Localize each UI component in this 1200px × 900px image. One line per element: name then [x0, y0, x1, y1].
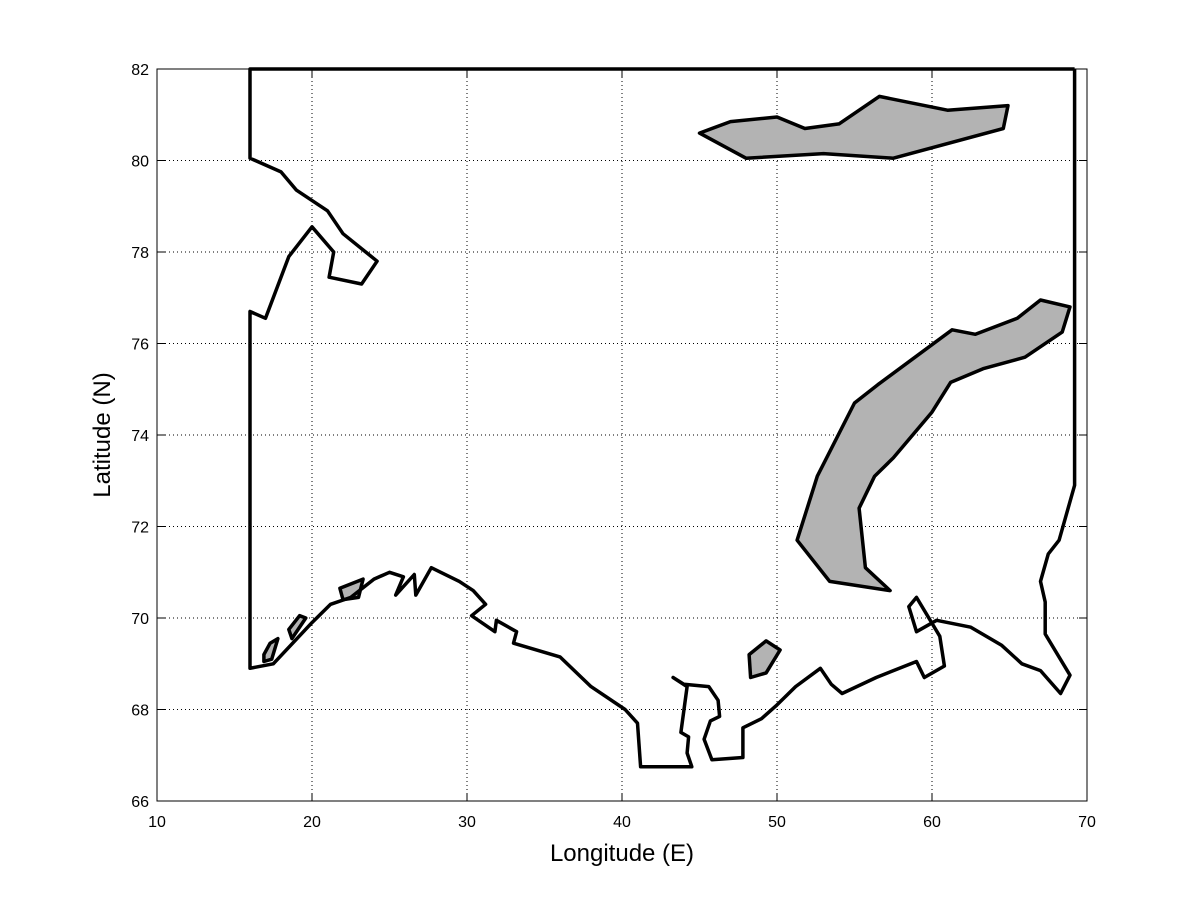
- y-tick-label: 66: [131, 794, 149, 811]
- x-tick-label: 10: [148, 814, 166, 831]
- x-tick-label: 60: [923, 814, 941, 831]
- x-axis-label: Longitude (E): [550, 840, 694, 867]
- coastline: [248, 67, 1077, 769]
- axis-ticks: [156, 68, 1088, 802]
- x-tick-label: 30: [458, 814, 476, 831]
- y-tick-label: 74: [131, 428, 149, 445]
- y-axis-label: Latitude (N): [89, 372, 116, 497]
- x-tick-label: 50: [768, 814, 786, 831]
- island: [697, 94, 1010, 160]
- x-tick-label: 70: [1078, 814, 1096, 831]
- island: [747, 639, 782, 680]
- grid-lines: [157, 69, 1087, 801]
- island: [287, 613, 308, 641]
- y-tick-labels: 66 68 70 72 74 76 78 80 82: [131, 62, 149, 811]
- y-tick-label: 70: [131, 611, 149, 628]
- y-tick-label: 82: [131, 62, 149, 79]
- x-tick-label: 40: [613, 814, 631, 831]
- y-tick-label: 72: [131, 520, 149, 537]
- y-tick-label: 76: [131, 337, 149, 354]
- x-tick-label: 20: [303, 814, 321, 831]
- y-tick-label: 68: [131, 703, 149, 720]
- coastline-boundary: [248, 67, 1077, 769]
- islands: [262, 94, 1072, 680]
- y-tick-label: 78: [131, 245, 149, 262]
- x-tick-labels: 10 20 30 40 50 60 70: [148, 814, 1096, 831]
- island: [795, 298, 1072, 593]
- island: [262, 636, 280, 664]
- y-tick-label: 80: [131, 154, 149, 171]
- island: [338, 577, 365, 602]
